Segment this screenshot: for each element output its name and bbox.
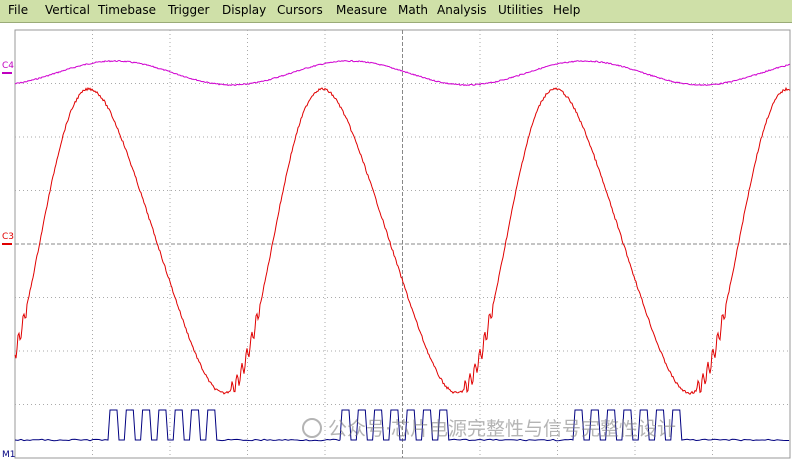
- menu-item[interactable]: Math: [398, 3, 429, 17]
- menu-item[interactable]: Vertical: [45, 3, 90, 17]
- menu-item[interactable]: Timebase: [98, 3, 156, 17]
- menu-item[interactable]: Trigger: [168, 3, 210, 17]
- scope-display: C4 C3 M1 公众号·芯片电源完整性与信号完整性设计: [2, 29, 791, 460]
- menu-item[interactable]: Display: [222, 3, 267, 17]
- watermark-text: 公众号·芯片电源完整性与信号完整性设计: [328, 418, 676, 440]
- channel-label: M1: [2, 450, 16, 460]
- watermark-icon: [302, 418, 322, 438]
- menu-item[interactable]: Measure: [336, 3, 387, 17]
- waveform-m1: [14, 409, 790, 442]
- menu-item[interactable]: Help: [553, 3, 581, 17]
- channel-label: C3: [2, 232, 14, 242]
- menu-item[interactable]: Cursors: [277, 3, 323, 17]
- menu-item[interactable]: Analysis: [437, 3, 487, 17]
- waveforms: [14, 59, 791, 442]
- watermark: 公众号·芯片电源完整性与信号完整性设计: [302, 418, 676, 440]
- channel-label: C4: [2, 61, 14, 71]
- menu-bar: File Vertical Timebase Trigger Display C…: [0, 0, 792, 23]
- waveform-c3: [14, 86, 791, 395]
- waveform-c4: [14, 59, 791, 87]
- menu-item[interactable]: Utilities: [498, 3, 544, 17]
- grid: [15, 30, 790, 458]
- menu-item[interactable]: File: [8, 3, 29, 17]
